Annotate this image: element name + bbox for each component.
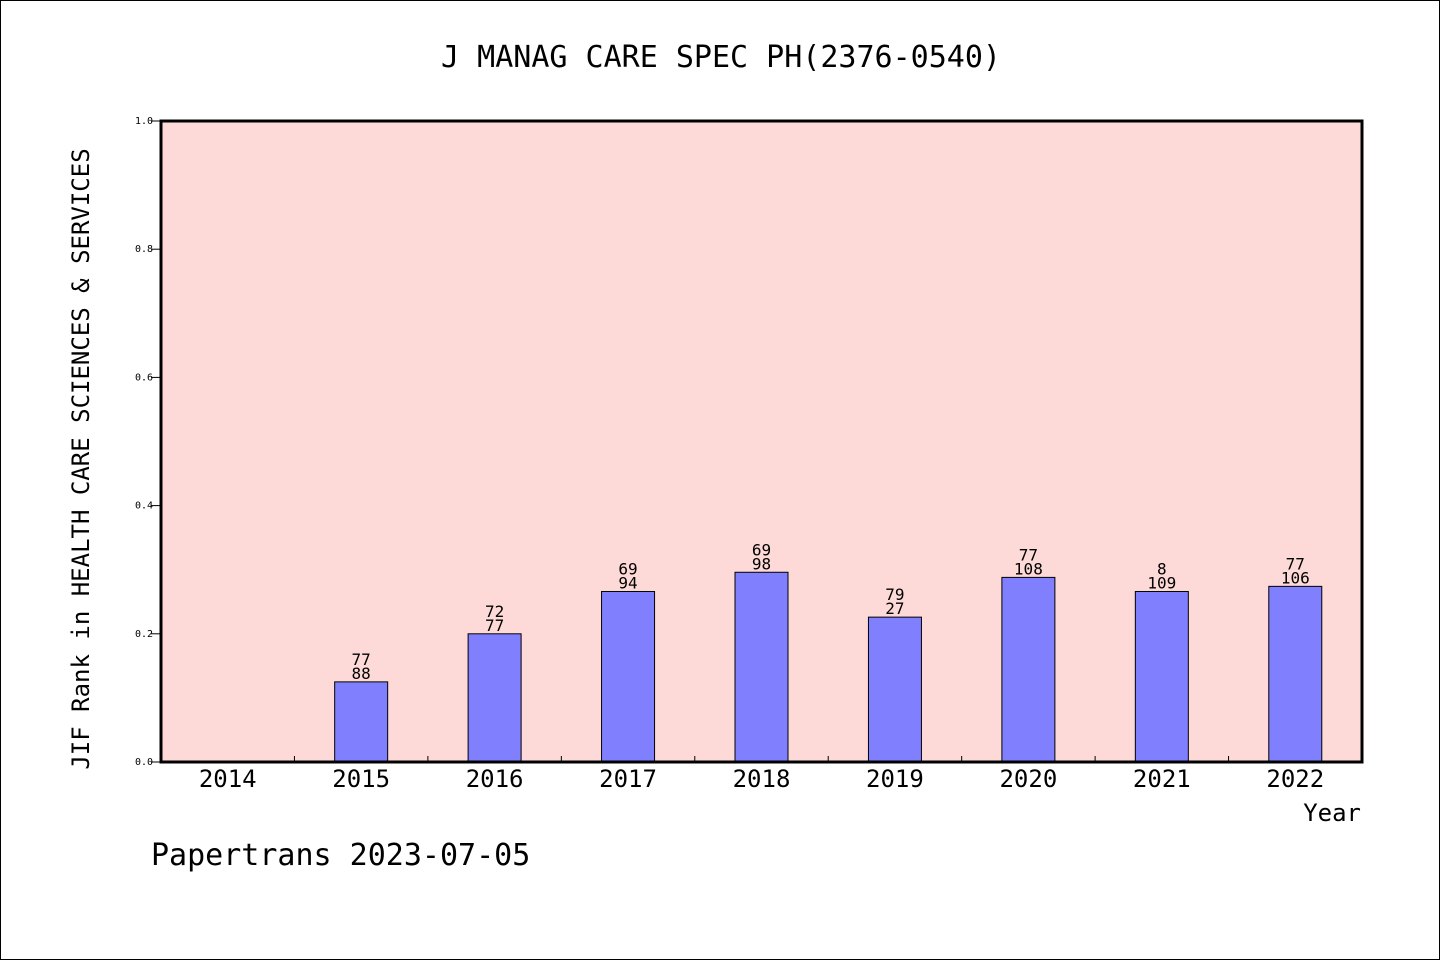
y-tick-label: 0.2 [135,629,153,640]
x-tick-label: 2022 [1266,765,1324,793]
y-tick-label: 1.0 [135,116,153,127]
bar-2022 [1268,585,1323,763]
bar-2017 [601,590,656,763]
bar-label-bottom-2020: 108 [1014,559,1043,578]
bar-2018 [734,571,789,763]
x-tick-label: 2021 [1133,765,1191,793]
bar-label-top-2018: 69 [752,540,771,559]
bar-label-bottom-2015: 88 [352,664,371,683]
bar-label-top-2016: 72 [485,602,504,621]
y-tick-label: 0.4 [135,501,153,512]
bar-label-top-2020: 77 [1019,545,1038,564]
x-axis-ticks: 2014 2015 2016 2017 2018 2019 2020 2021 2022 [199,756,1324,793]
x-tick-label: 2017 [599,765,657,793]
bar-label-top-2015: 77 [352,650,371,669]
x-tick-label: 2014 [199,765,257,793]
x-axis-label: Year [1303,799,1361,827]
bar-label-bottom-2019: 27 [885,599,904,618]
bar-label-top-2017: 69 [618,559,637,578]
x-tick-label: 2018 [733,765,791,793]
x-tick-label: 2020 [999,765,1057,793]
bar-label-bottom-2018: 98 [752,554,771,573]
bar-label-top-2019: 79 [885,585,904,604]
plot-border [159,119,1364,764]
y-tick-label: 0.0 [135,757,153,768]
bar-2015 [334,681,389,763]
bar-label-bottom-2022: 106 [1281,568,1310,587]
y-tick-label: 0.8 [135,244,153,255]
bar-2016 [467,633,522,763]
bar-label-bottom-2016: 77 [485,616,504,635]
y-axis-ticks: 0.0 0.2 0.4 0.6 0.8 1.0 [135,116,161,768]
bar-label-top-2021: 8 [1157,559,1167,578]
bar-2021 [1134,590,1189,763]
y-axis-label: JIF Rank in HEALTH CARE SCIENCES & SERVI… [67,148,95,769]
bar-label-bottom-2017: 94 [618,573,637,592]
bar-2020 [1001,576,1056,763]
bar-2019 [867,616,922,763]
bar-label-bottom-2021: 109 [1147,573,1176,592]
x-tick-label: 2016 [466,765,524,793]
y-tick-label: 0.6 [135,372,153,383]
bars-group [334,571,1323,763]
x-tick-label: 2019 [866,765,924,793]
x-tick-label: 2015 [332,765,390,793]
footer-text: Papertrans 2023-07-05 [151,838,530,873]
chart-title: J MANAG CARE SPEC PH(2376-0540) [441,40,1001,75]
bar-label-top-2022: 77 [1286,554,1305,573]
